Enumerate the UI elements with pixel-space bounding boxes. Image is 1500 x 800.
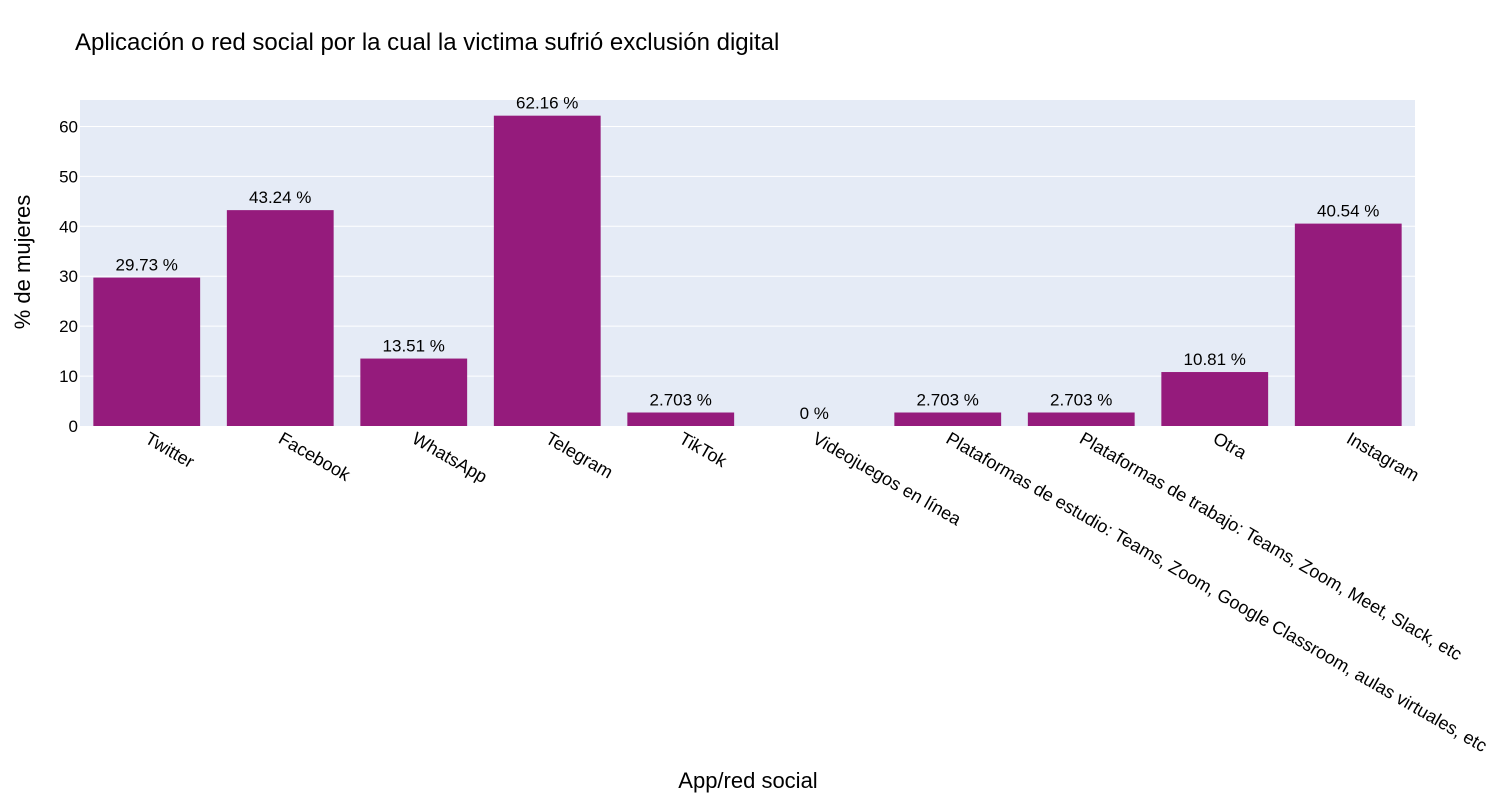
y-tick-label: 30 [59,267,78,286]
bar [1161,372,1269,426]
bar [1294,223,1402,426]
x-tick-label: Telegram [542,428,616,482]
bars [93,115,1402,426]
bar-value-label: 43.24 % [249,188,311,207]
x-tick-label: Facebook [275,428,354,485]
x-tick-label: WhatsApp [409,428,491,487]
x-axis-title: App/red social [678,768,817,793]
x-tick-label: Videojuegos en línea [809,428,965,530]
chart-title: Aplicación o red social por la cual la v… [75,29,779,56]
bar-value-label: 29.73 % [116,256,178,275]
y-tick-label: 60 [59,117,78,136]
bar-value-labels: 29.73 % 43.24 % 13.51 % 62.16 % 2.703 % 0 % 2.… [116,94,1380,423]
bar [226,210,334,426]
y-axis-title: % de mujeres [10,195,35,330]
bar-value-label: 40.54 % [1317,202,1379,221]
y-tick-label: 50 [59,167,78,186]
bar [627,412,735,426]
y-axis-ticks: 0 10 20 30 40 50 60 [59,117,78,436]
bar-value-label: 0 % [800,404,829,423]
bar-value-label: 62.16 % [516,94,578,113]
bar [493,115,601,426]
bar-value-label: 2.703 % [1050,391,1112,410]
x-tick-label: Otra [1210,428,1251,463]
y-tick-label: 40 [59,217,78,236]
y-tick-label: 10 [59,367,78,386]
x-axis-ticks: Twitter Facebook WhatsApp Telegram TikTok Vid… [142,428,1491,756]
x-tick-label: Instagram [1343,428,1422,485]
bar-value-label: 10.81 % [1184,350,1246,369]
x-tick-label: Twitter [142,428,198,472]
x-tick-label: TikTok [676,428,731,471]
bar [894,412,1002,426]
bar-value-label: 13.51 % [383,337,445,356]
bar-value-label: 2.703 % [650,391,712,410]
bar-value-label: 2.703 % [917,391,979,410]
y-tick-label: 0 [69,417,78,436]
y-tick-label: 20 [59,317,78,336]
bar [360,358,468,426]
bar [93,277,201,426]
bar [1027,412,1135,426]
